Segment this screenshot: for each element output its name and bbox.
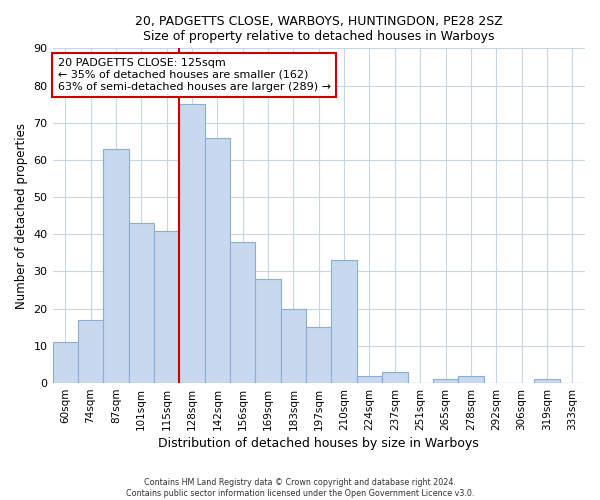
Bar [331, 260, 357, 383]
Bar [179, 104, 205, 383]
Bar [128, 223, 154, 383]
Text: Contains HM Land Registry data © Crown copyright and database right 2024.
Contai: Contains HM Land Registry data © Crown c… [126, 478, 474, 498]
Bar [256, 279, 281, 383]
Bar [433, 380, 458, 383]
Bar [534, 380, 560, 383]
Bar [154, 230, 179, 383]
Bar [357, 376, 382, 383]
Bar [78, 320, 103, 383]
Bar [458, 376, 484, 383]
Bar [205, 138, 230, 383]
Bar [281, 308, 306, 383]
Text: 20 PADGETTS CLOSE: 125sqm
← 35% of detached houses are smaller (162)
63% of semi: 20 PADGETTS CLOSE: 125sqm ← 35% of detac… [58, 58, 331, 92]
Bar [230, 242, 256, 383]
Title: 20, PADGETTS CLOSE, WARBOYS, HUNTINGDON, PE28 2SZ
Size of property relative to d: 20, PADGETTS CLOSE, WARBOYS, HUNTINGDON,… [135, 15, 503, 43]
Bar [103, 149, 128, 383]
Bar [382, 372, 407, 383]
Bar [306, 328, 331, 383]
Bar [53, 342, 78, 383]
X-axis label: Distribution of detached houses by size in Warboys: Distribution of detached houses by size … [158, 437, 479, 450]
Y-axis label: Number of detached properties: Number of detached properties [15, 122, 28, 308]
